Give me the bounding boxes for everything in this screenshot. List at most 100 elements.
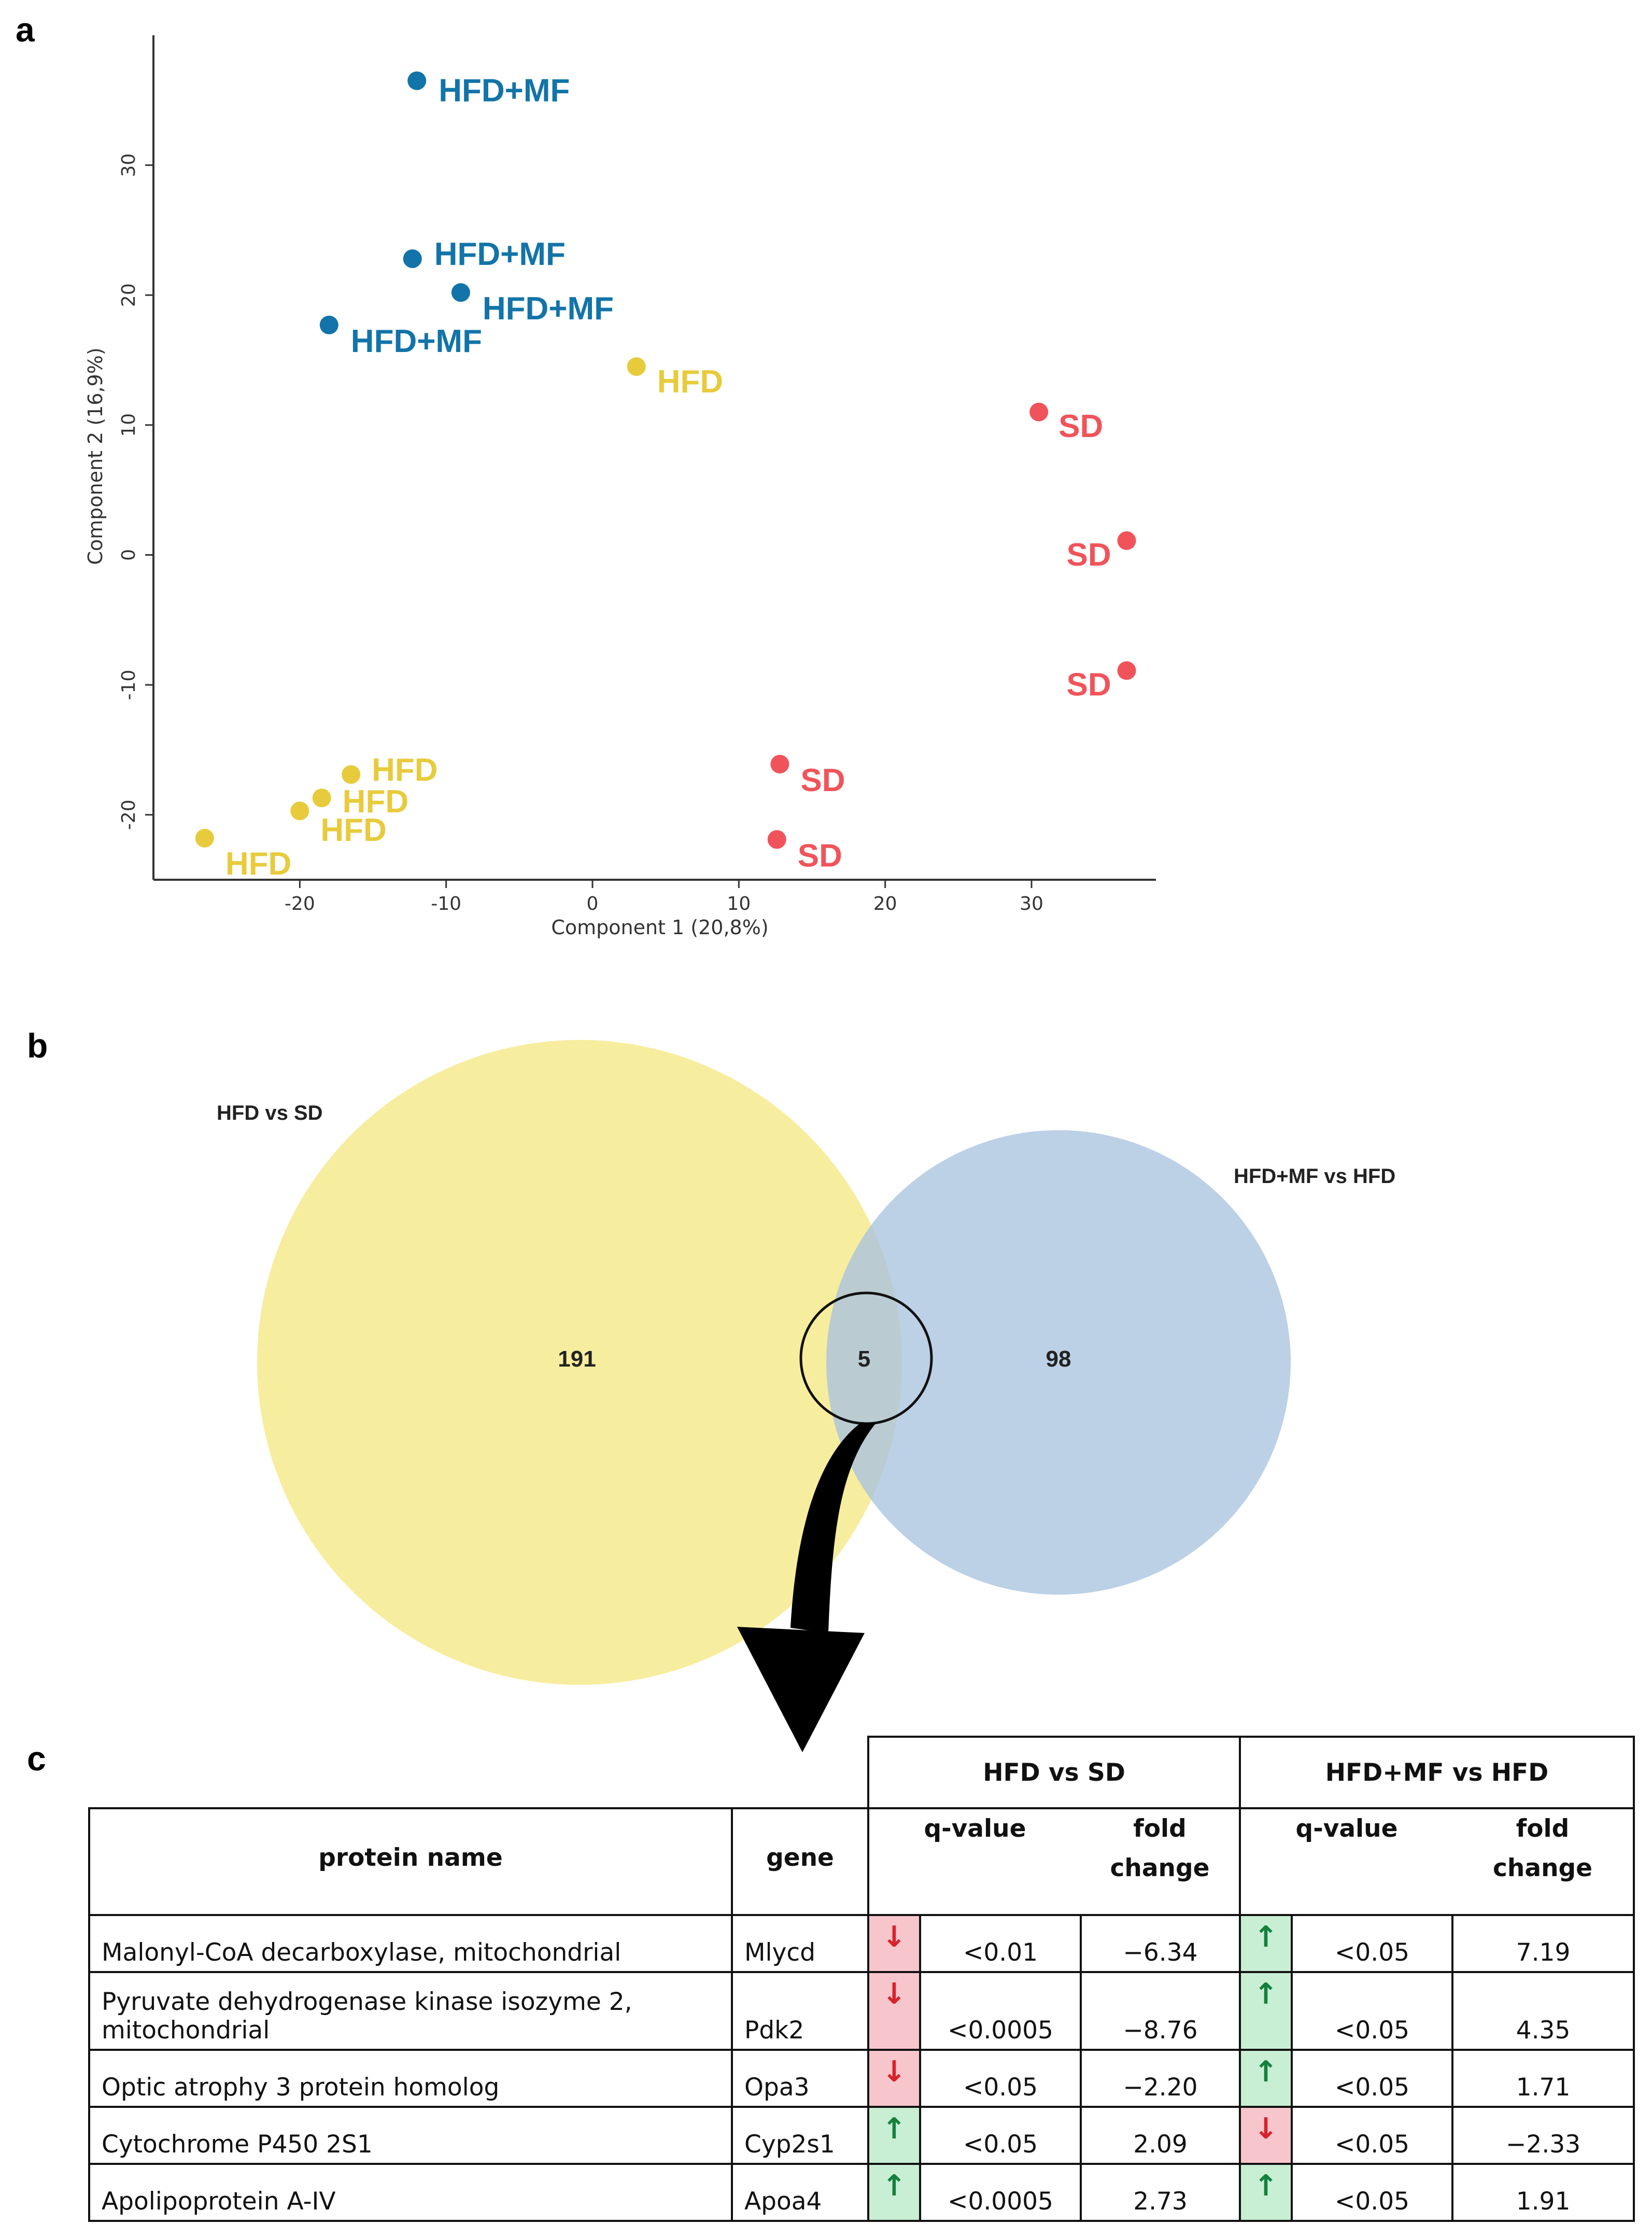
arrow-down-icon: ↓ (1239, 2106, 1293, 2165)
arrow-down-icon: ↓ (867, 2049, 921, 2108)
q-value-cell: <0.05 (919, 2049, 1082, 2108)
q-value-cell: <0.0005 (919, 2163, 1082, 2222)
arrow-up-icon: ↑ (1239, 1971, 1293, 2051)
point-hfd (342, 765, 361, 784)
point-hfd-mf (319, 315, 338, 334)
point-sd (770, 754, 789, 773)
column-header-gene: gene (731, 1807, 869, 1916)
arrow-up-icon: ↑ (1239, 2163, 1293, 2222)
venn-circle-hfd-vs-sd (257, 1040, 902, 1685)
y-tick-label: 10 (118, 413, 139, 437)
table-corner-blank (89, 1737, 868, 1809)
q-value-cell: <0.05 (1291, 2049, 1454, 2108)
point-hfd-mf (403, 249, 422, 269)
fold-change-cell: 2.73 (1079, 2163, 1241, 2222)
q-value-cell: <0.05 (919, 2106, 1082, 2165)
gene-cell: Pdk2 (731, 1971, 869, 2051)
point-label: HFD (657, 364, 723, 400)
point-label: HFD+MF (351, 323, 482, 359)
table-row: Apolipoprotein A-IV Apoa4 ↑ <0.0005 2.73 ↑ <0.… (88, 2163, 1635, 2222)
pointer-arrow-head-icon (737, 1627, 865, 1752)
x-axis-ticks: -20 -10 0 10 20 30 (285, 880, 1043, 914)
x-axis-title: Component 1 (20,8%) (551, 916, 768, 939)
arrow-up-icon: ↑ (1239, 2049, 1293, 2108)
arrow-down-icon: ↓ (867, 1971, 921, 2051)
arrow-up-icon: ↑ (867, 2106, 921, 2165)
point-hfd (195, 828, 214, 848)
point-sd (1117, 661, 1136, 680)
q-value-cell: <0.05 (1291, 1971, 1454, 2051)
gene-cell: Opa3 (731, 2049, 869, 2108)
point-hfd-mf (451, 283, 470, 302)
gene-cell: Apoa4 (731, 2163, 869, 2222)
table-row: Cytochrome P450 2S1 Cyp2s1 ↑ <0.05 2.09 ↓ <0.0… (88, 2106, 1635, 2165)
point-label: SD (800, 763, 845, 798)
fold-change-cell: 1.71 (1451, 2049, 1635, 2108)
y-axis-title: Component 2 (16,9%) (84, 347, 107, 565)
protein-name-cell: Apolipoprotein A-IV (88, 2163, 733, 2222)
arrow-up-icon: ↑ (1239, 1914, 1293, 1973)
point-hfd (312, 789, 331, 808)
point-label: SD (798, 838, 842, 874)
protein-name-cell: Pyruvate dehydrogenase kinase isozyme 2,… (88, 1971, 733, 2051)
arrow-down-icon: ↓ (867, 1914, 921, 1973)
venn-count-left-only: 191 (558, 1346, 596, 1372)
x-tick-label: -20 (285, 893, 315, 914)
y-axis-ticks: -20 -10 0 10 20 30 (118, 153, 153, 830)
column-header-fold-change-2: fold change (1452, 1808, 1635, 1916)
point-sd (767, 830, 786, 849)
venn-count-overlap: 5 (858, 1346, 870, 1372)
q-value-cell: <0.05 (1291, 2106, 1454, 2165)
group-header-hfdmf-vs-hfd: HFD+MF vs HFD (1239, 1736, 1635, 1809)
x-tick-label: 0 (587, 893, 599, 914)
panel-label-b: b (27, 1026, 48, 1065)
x-tick-label: 20 (873, 893, 897, 914)
point-label: HFD (320, 812, 386, 848)
column-header-fold-change-1: fold change (1081, 1808, 1241, 1916)
y-tick-label: 30 (118, 153, 139, 177)
point-sd (1117, 531, 1136, 550)
pca-scatter-plot: -20 -10 0 10 20 30 -20 -10 0 10 20 30 Component 1 … (84, 35, 1156, 939)
fold-change-cell: −2.33 (1451, 2106, 1635, 2165)
fold-change-cell: −2.20 (1079, 2049, 1241, 2108)
panel-label-a: a (16, 10, 35, 49)
x-tick-label: 30 (1020, 893, 1043, 914)
q-value-cell: <0.0005 (919, 1971, 1082, 2051)
pointer-arrow-shaft (790, 1423, 876, 1633)
point-sd (1029, 402, 1049, 421)
fold-change-cell: 4.35 (1451, 1971, 1635, 2051)
point-label: HFD (343, 784, 408, 820)
fold-change-cell: −8.76 (1079, 1971, 1241, 2051)
q-value-cell: <0.05 (1291, 1914, 1454, 1973)
protein-name-cell: Cytochrome P450 2S1 (88, 2106, 733, 2165)
table-row: Optic atrophy 3 protein homolog Opa3 ↓ <0.0… (88, 2049, 1635, 2108)
point-label: HFD+MF (483, 291, 614, 327)
point-hfd-mf (407, 71, 427, 90)
venn-title-right: HFD+MF vs HFD (1234, 1165, 1395, 1188)
venn-title-left: HFD vs SD (217, 1102, 323, 1124)
venn-count-right-only: 98 (1046, 1346, 1071, 1372)
group-header-hfd-vs-sd: HFD vs SD (867, 1736, 1241, 1809)
fold-change-cell: −6.34 (1079, 1914, 1241, 1973)
column-header-q-value-1: q-value (867, 1808, 1081, 1916)
arrow-up-icon: ↑ (867, 2163, 921, 2222)
point-label: SD (1058, 409, 1103, 444)
point-label: SD (1067, 667, 1111, 703)
q-value-cell: <0.05 (1291, 2163, 1454, 2222)
point-label: HFD+MF (439, 73, 570, 109)
gene-cell: Mlycd (731, 1914, 869, 1973)
column-header-q-value-2: q-value (1239, 1808, 1453, 1916)
fold-change-cell: 7.19 (1451, 1914, 1635, 1973)
protein-name-cell: Malonyl-CoA decarboxylase, mitochondrial (88, 1914, 733, 1973)
point-hfd (290, 801, 309, 821)
protein-name-cell: Optic atrophy 3 protein homolog (88, 2049, 733, 2108)
fold-change-cell: 2.09 (1079, 2106, 1241, 2165)
q-value-cell: <0.01 (919, 1914, 1082, 1973)
y-tick-label: 0 (118, 549, 139, 561)
column-header-protein-name: protein name (88, 1807, 733, 1916)
point-hfd (627, 357, 646, 376)
venn-diagram: HFD vs SD HFD+MF vs HFD 191 5 98 (217, 1040, 1395, 1752)
y-tick-label: -20 (118, 799, 139, 830)
point-label: HFD+MF (434, 236, 566, 272)
point-label: SD (1067, 537, 1111, 573)
